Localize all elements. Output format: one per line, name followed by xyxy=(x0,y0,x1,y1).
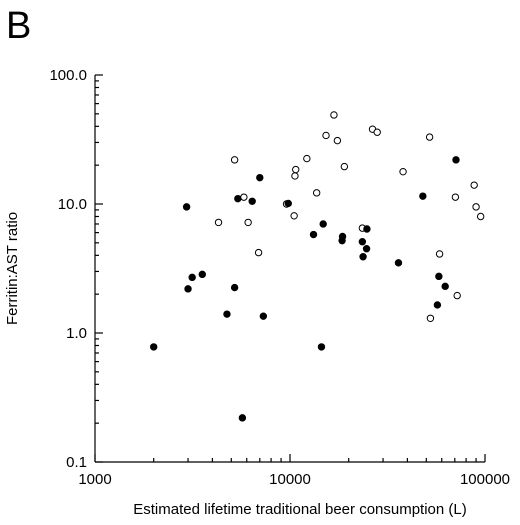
open-point xyxy=(373,128,381,136)
filled-point xyxy=(188,273,196,282)
open-point xyxy=(453,291,461,300)
filled-point xyxy=(259,312,268,320)
filled-point xyxy=(248,197,256,205)
y-tick-label: 100.0 xyxy=(49,67,87,84)
filled-point xyxy=(317,343,326,351)
x-axis-title: Estimated lifetime traditional beer cons… xyxy=(133,501,467,518)
filled-point xyxy=(319,220,327,228)
filled-point xyxy=(435,272,443,281)
open-point xyxy=(244,218,252,227)
filled-point xyxy=(256,173,264,182)
x-tick-label: 100000 xyxy=(460,471,510,488)
filled-point xyxy=(394,259,403,267)
open-point xyxy=(291,172,299,180)
open-point xyxy=(312,189,321,197)
filled-point xyxy=(230,283,239,292)
filled-point xyxy=(184,285,192,293)
x-tick-label: 1000 xyxy=(78,471,111,488)
filled-point xyxy=(234,194,242,203)
filled-point xyxy=(359,253,367,261)
x-tick-label: 10000 xyxy=(269,471,311,488)
filled-point xyxy=(284,199,292,208)
open-point xyxy=(425,133,434,141)
open-point xyxy=(333,136,342,145)
filled-point xyxy=(363,225,371,233)
filled-point xyxy=(362,245,371,253)
panel-label: B xyxy=(6,5,31,47)
open-point xyxy=(330,111,338,119)
open-point xyxy=(451,193,460,201)
open-point xyxy=(340,162,349,171)
open-point xyxy=(240,193,248,201)
filled-point xyxy=(338,232,347,241)
filled-point xyxy=(198,270,206,279)
open-point xyxy=(230,156,239,164)
open-point xyxy=(399,167,407,176)
open-point xyxy=(290,212,298,220)
data-points xyxy=(150,111,485,422)
filled-point xyxy=(441,282,449,291)
open-point xyxy=(435,250,444,258)
open-point xyxy=(472,203,480,211)
filled-point xyxy=(433,301,442,309)
filled-point xyxy=(150,343,158,351)
filled-point xyxy=(419,192,427,200)
filled-point xyxy=(358,238,367,246)
y-tick-label: 1.0 xyxy=(66,325,87,342)
open-point xyxy=(292,165,300,174)
filled-point xyxy=(182,203,191,211)
open-point xyxy=(303,154,311,163)
open-point xyxy=(214,218,223,227)
x-ticks: 1000 10000 100000 xyxy=(78,454,510,488)
filled-point xyxy=(452,156,460,164)
y-ticks: 0.1 1.0 10.0 100.0 xyxy=(49,67,103,471)
y-axis-title: Ferritin:AST ratio xyxy=(4,212,21,325)
filled-point xyxy=(223,310,231,318)
filled-point xyxy=(309,230,318,239)
open-point xyxy=(470,181,478,189)
y-tick-label: 0.1 xyxy=(66,454,87,471)
filled-point xyxy=(238,414,247,422)
open-point xyxy=(322,131,330,140)
y-tick-label: 10.0 xyxy=(58,196,87,213)
open-point xyxy=(254,248,263,257)
open-point xyxy=(426,314,435,323)
open-point xyxy=(476,212,485,221)
